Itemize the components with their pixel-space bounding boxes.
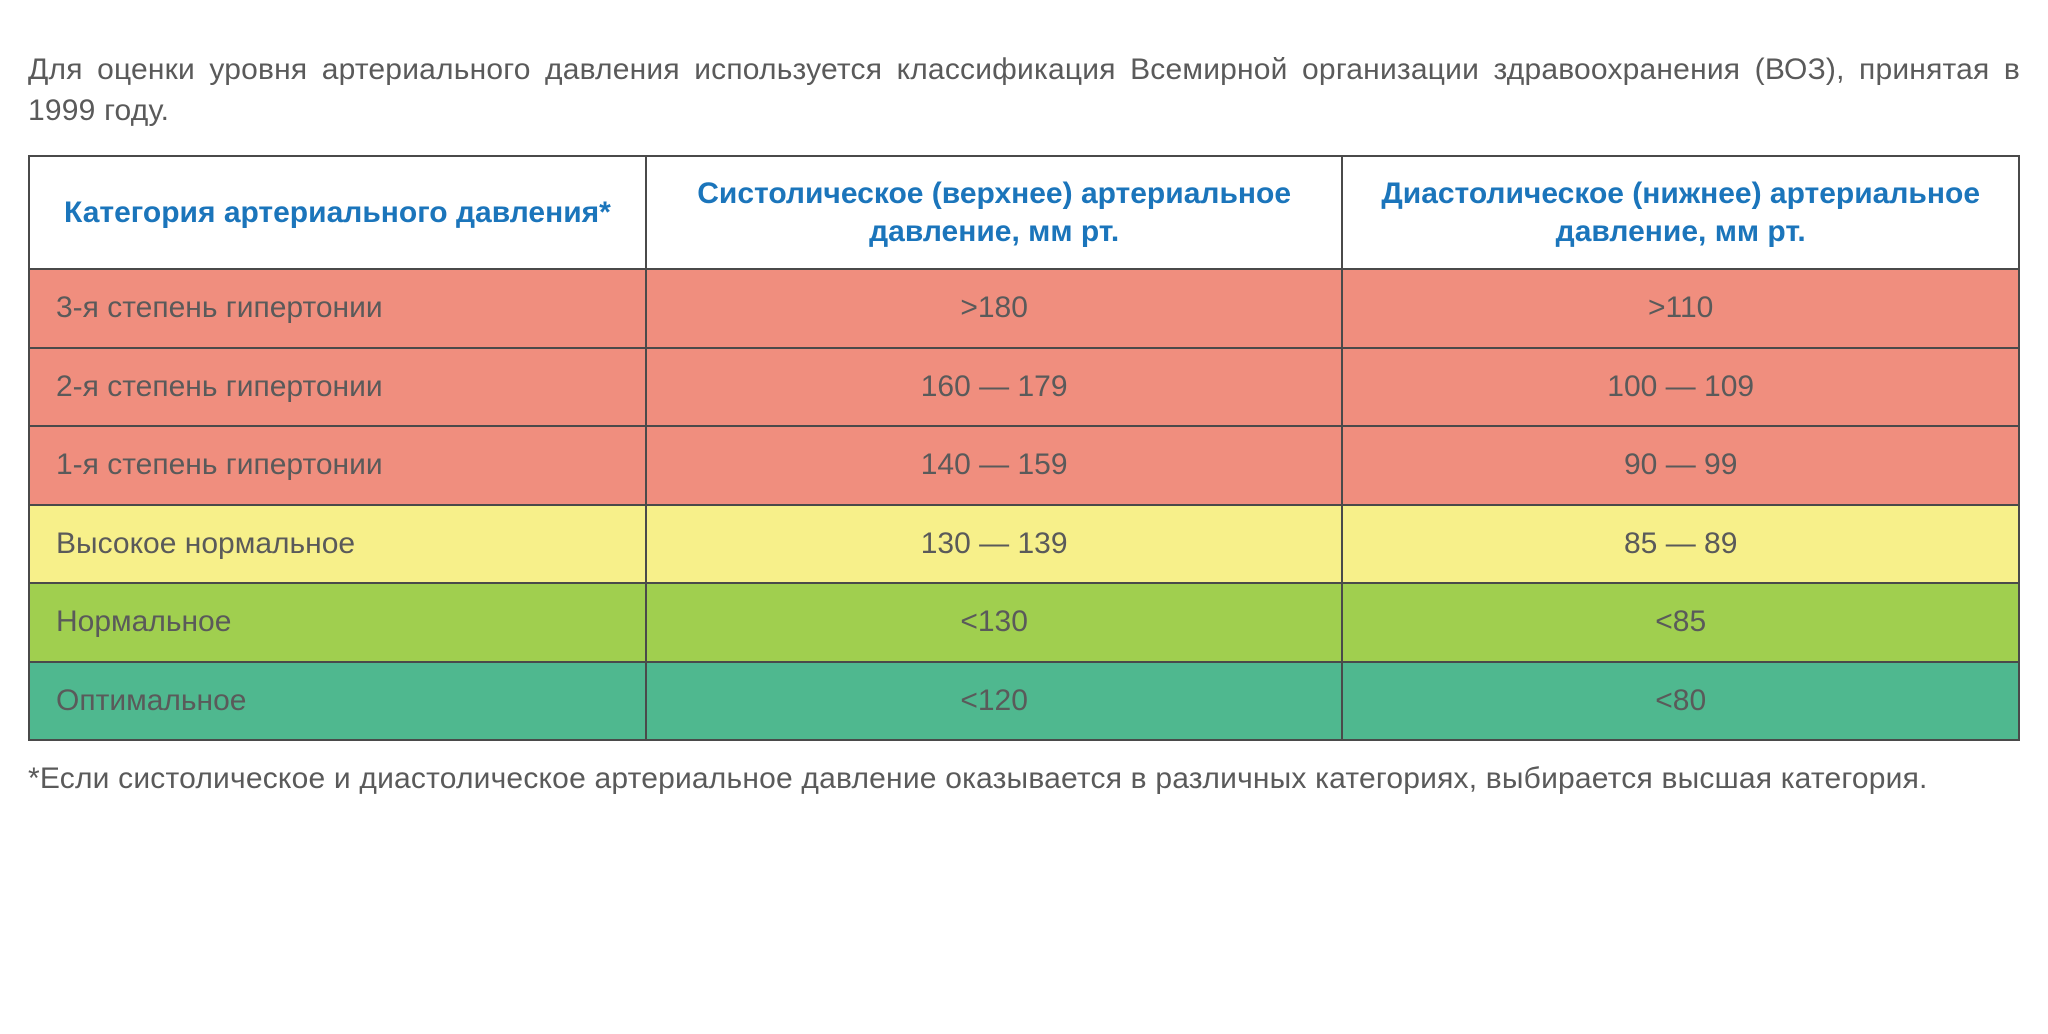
cell-systolic: 130 — 139: [646, 505, 1343, 584]
table-row: Нормальное<130<85: [29, 583, 2019, 662]
table-row: 3-я степень гипертонии>180>110: [29, 269, 2019, 348]
table-row: 1-я степень гипертонии140 — 15990 — 99: [29, 426, 2019, 505]
cell-category: 3-я степень гипертонии: [29, 269, 646, 348]
table-row: Высокое нормальное130 — 13985 — 89: [29, 505, 2019, 584]
cell-category: Высокое нормальное: [29, 505, 646, 584]
bp-classification-table: Категория артериального давления* Систол…: [28, 155, 2020, 741]
cell-systolic: <120: [646, 662, 1343, 741]
cell-category: Нормальное: [29, 583, 646, 662]
cell-systolic: <130: [646, 583, 1343, 662]
col-header-systolic: Систолическое (верхнее) артериальное дав…: [646, 156, 1343, 269]
cell-diastolic: 100 — 109: [1342, 348, 2019, 427]
cell-category: 1-я степень гипертонии: [29, 426, 646, 505]
intro-paragraph: Для оценки уровня артериального давления…: [28, 50, 2020, 131]
cell-diastolic: <80: [1342, 662, 2019, 741]
col-header-diastolic: Диастолическое (нижнее) артериальное дав…: [1342, 156, 2019, 269]
cell-systolic: 140 — 159: [646, 426, 1343, 505]
table-row: 2-я степень гипертонии160 — 179100 — 109: [29, 348, 2019, 427]
cell-diastolic: 85 — 89: [1342, 505, 2019, 584]
col-header-category: Категория артериального давления*: [29, 156, 646, 269]
cell-category: Оптимальное: [29, 662, 646, 741]
cell-diastolic: 90 — 99: [1342, 426, 2019, 505]
footnote-paragraph: *Если систолическое и диастолическое арт…: [28, 759, 2020, 800]
table-header-row: Категория артериального давления* Систол…: [29, 156, 2019, 269]
table-row: Оптимальное<120<80: [29, 662, 2019, 741]
cell-category: 2-я степень гипертонии: [29, 348, 646, 427]
cell-diastolic: <85: [1342, 583, 2019, 662]
cell-diastolic: >110: [1342, 269, 2019, 348]
cell-systolic: 160 — 179: [646, 348, 1343, 427]
cell-systolic: >180: [646, 269, 1343, 348]
